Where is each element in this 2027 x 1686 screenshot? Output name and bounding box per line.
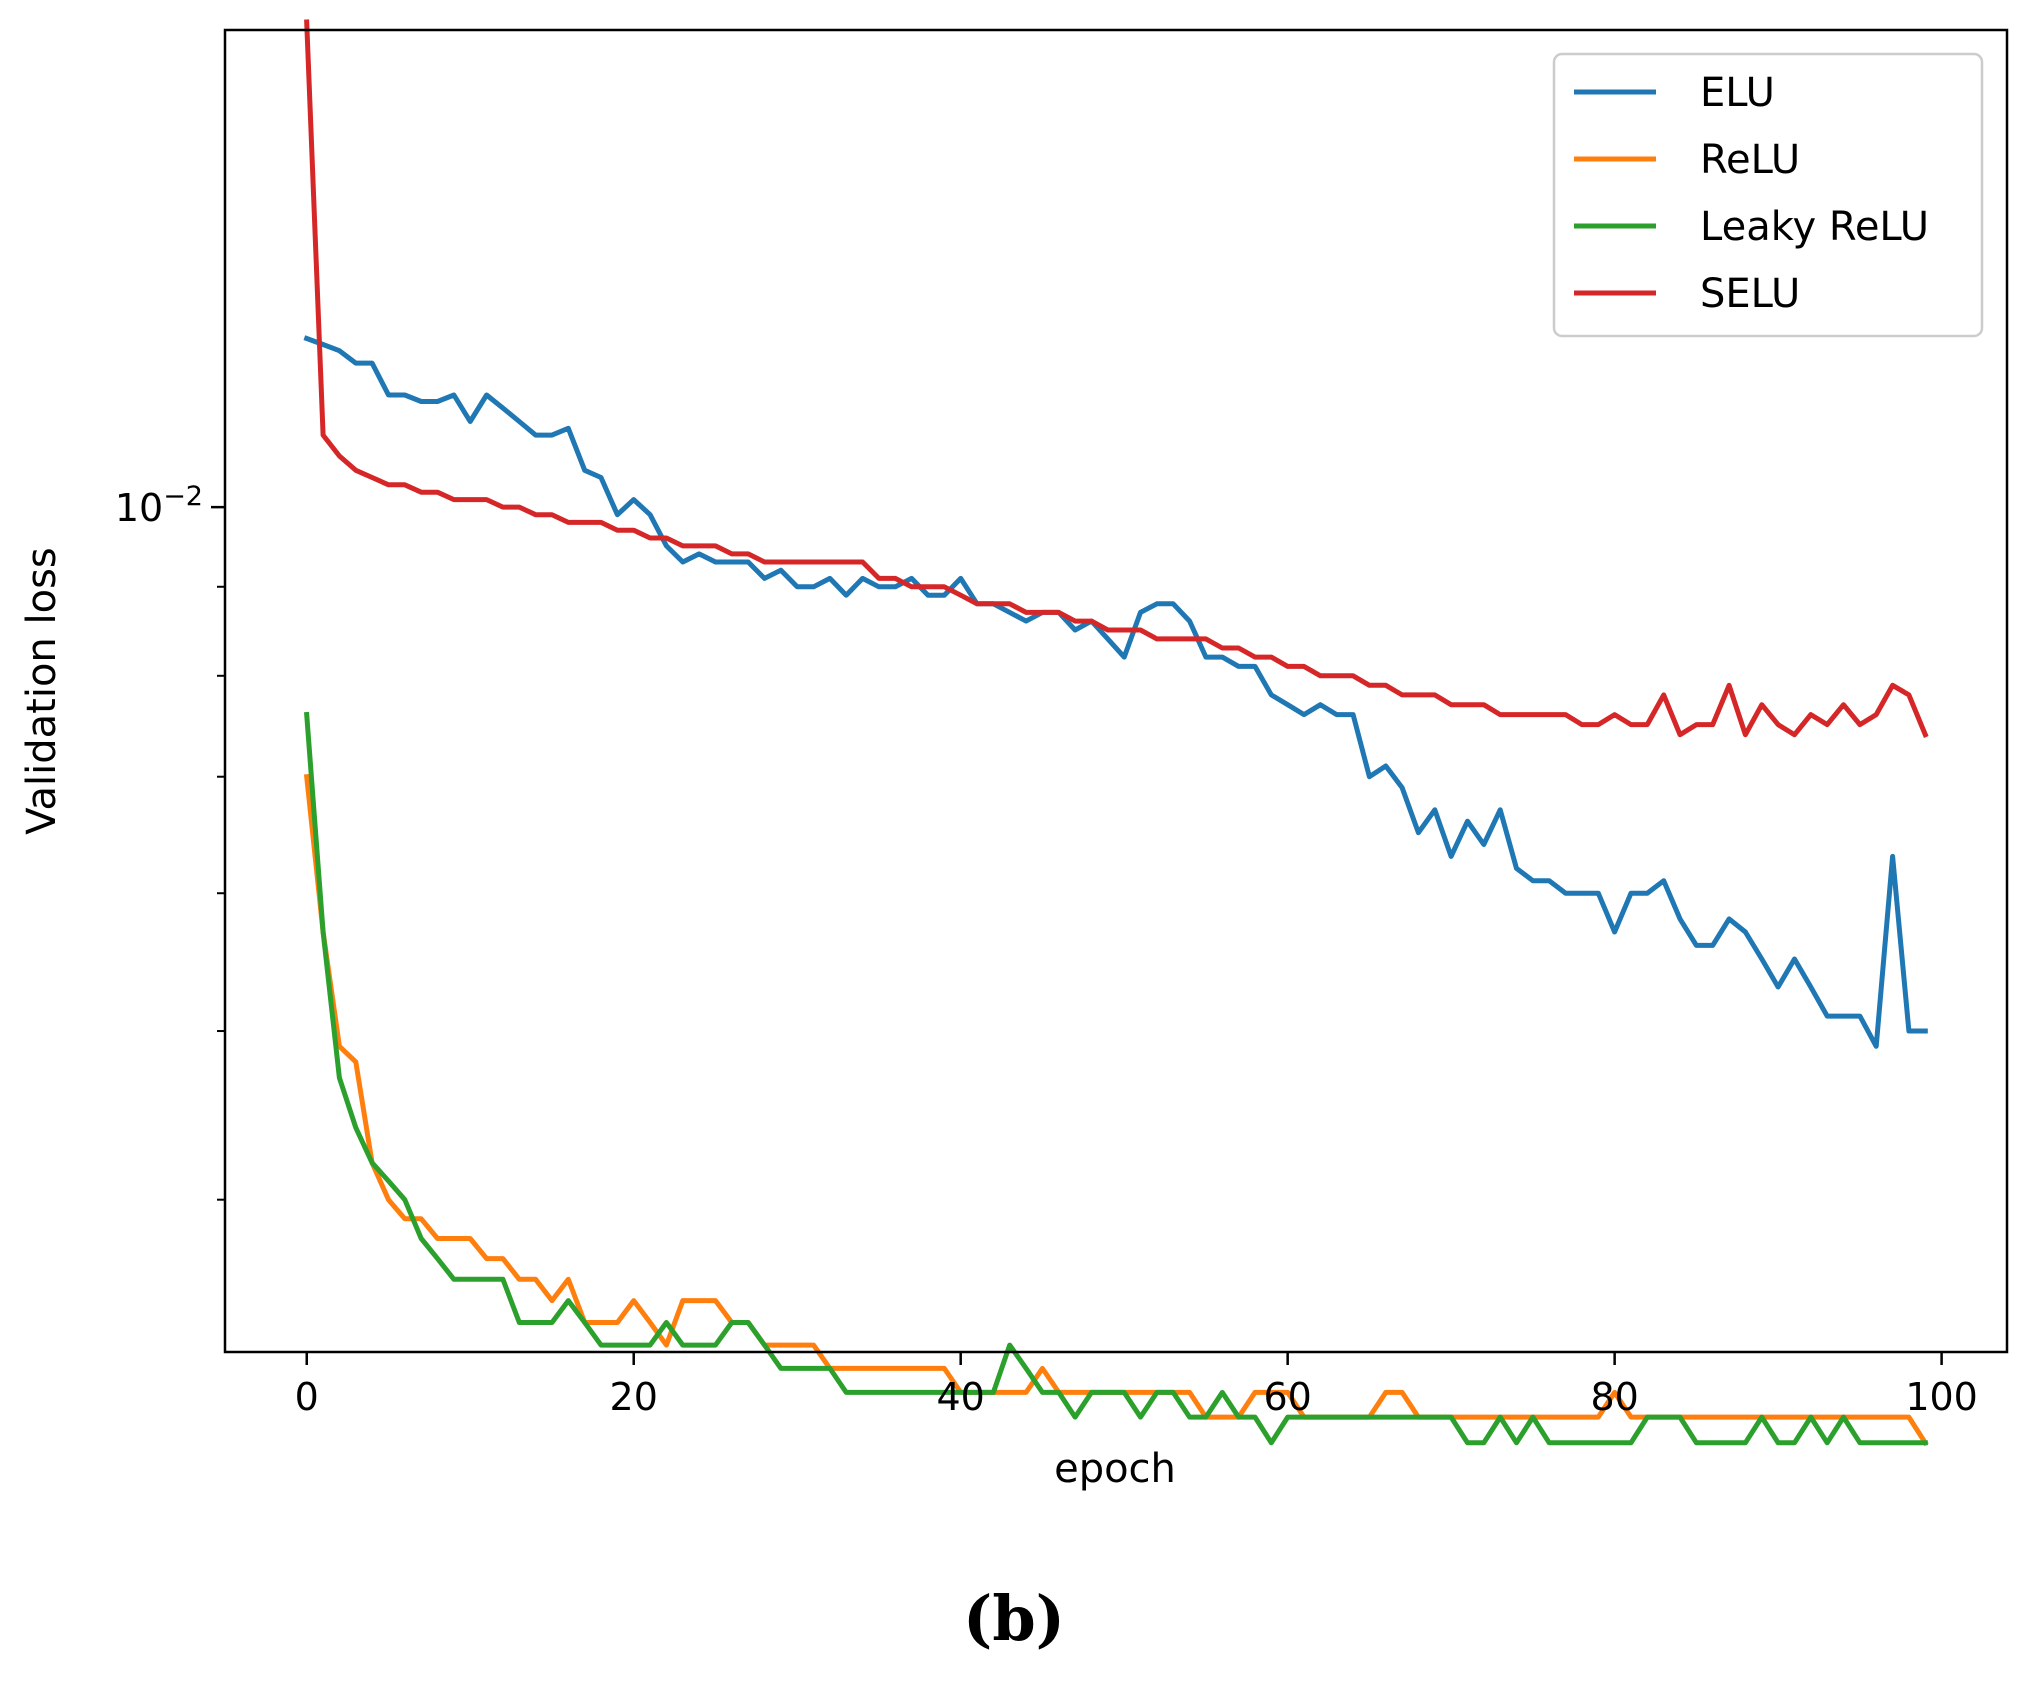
series-line-selu bbox=[304, 19, 1929, 738]
x-tick-label: 60 bbox=[1263, 1375, 1311, 1419]
legend-label-relu: ReLU bbox=[1700, 137, 1800, 183]
x-axis-label: epoch bbox=[1054, 1446, 1176, 1492]
y-axis-label: Validation loss bbox=[19, 547, 65, 835]
legend-label-elu: ELU bbox=[1700, 70, 1775, 116]
tick-layer: 0 20 40 60 80 100 10−2 bbox=[115, 481, 1978, 1419]
x-tick-label: 0 bbox=[295, 1375, 319, 1419]
series-line-leaky-relu bbox=[304, 711, 1928, 1446]
series-line-elu bbox=[303, 335, 1928, 1049]
legend: ELU ReLU Leaky ReLU SELU bbox=[1552, 52, 1984, 338]
series-layer bbox=[303, 19, 1929, 1447]
y-tick-label: 10−2 bbox=[115, 481, 203, 530]
x-tick-label: 100 bbox=[1905, 1375, 1978, 1419]
legend-box bbox=[1552, 52, 1984, 338]
x-tick-label: 80 bbox=[1590, 1375, 1638, 1419]
figure-caption: (b) bbox=[963, 1582, 1065, 1655]
x-tick-label: 20 bbox=[610, 1375, 658, 1419]
legend-entries: ELU ReLU Leaky ReLU SELU bbox=[1574, 70, 1929, 317]
legend-label-leaky-relu: Leaky ReLU bbox=[1700, 204, 1929, 250]
x-tick-label: 40 bbox=[937, 1375, 985, 1419]
legend-label-selu: SELU bbox=[1700, 271, 1800, 317]
plot-area-frame bbox=[223, 28, 2009, 1354]
